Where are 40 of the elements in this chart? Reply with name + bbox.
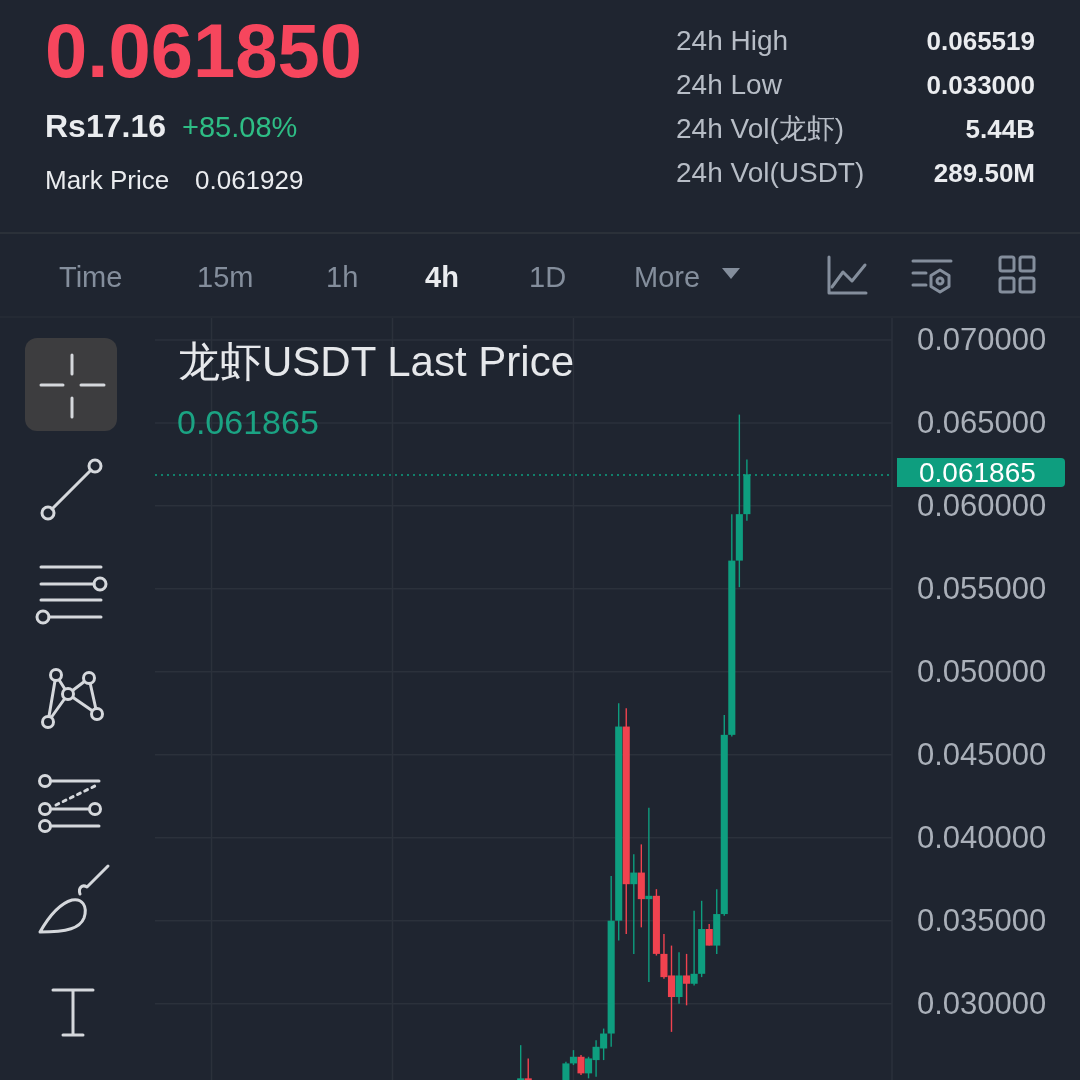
y-tick-label: 0.050000 (917, 654, 1047, 690)
candlestick (690, 910, 698, 987)
y-tick-label: 0.060000 (917, 488, 1047, 524)
y-tick-label: 0.070000 (917, 322, 1047, 358)
text: 0.061865 (177, 403, 319, 441)
y-tick-label: 0.065000 (917, 405, 1047, 441)
candlestick (705, 923, 713, 947)
candlestick (562, 1061, 570, 1080)
text: 15m (197, 261, 254, 293)
text: Time (59, 261, 123, 293)
candlestick (683, 953, 691, 1007)
text: 24h Vol(USDT) (676, 157, 865, 188)
candlestick (517, 1044, 525, 1080)
text: 4h (425, 261, 459, 293)
candlestick (577, 1054, 585, 1076)
candlestick (675, 951, 683, 1005)
candlestick (524, 1057, 532, 1080)
text: Mark Price (45, 165, 170, 195)
y-tick-label: 0.040000 (917, 820, 1047, 856)
text: 24h Vol(龙虾) (676, 113, 845, 144)
text: Rs17.16 (45, 108, 166, 144)
y-tick-label: 0.035000 (917, 903, 1047, 939)
text: 0.061929 (195, 165, 304, 195)
text: More (634, 261, 701, 293)
text: 0.065519 (926, 26, 1035, 56)
text: 24h Low (676, 69, 783, 100)
y-tick-label: 0.055000 (917, 571, 1047, 607)
candlestick (630, 853, 638, 955)
y-tick-label: 0.030000 (917, 986, 1047, 1022)
y-tick-label: 0.045000 (917, 737, 1047, 773)
ref-line-label: 0.061865 (919, 456, 1036, 488)
text: 289.50M (933, 158, 1035, 188)
text: 1h (326, 261, 359, 293)
text: +85.08% (182, 111, 298, 143)
chart-title: 龙虾USDT Last Price (178, 338, 574, 385)
text: 5.44B (965, 114, 1035, 144)
text: 0.033000 (926, 70, 1035, 100)
text: 0.061850 (45, 8, 362, 93)
text: 24h High (676, 25, 789, 56)
text: 1D (529, 261, 567, 293)
